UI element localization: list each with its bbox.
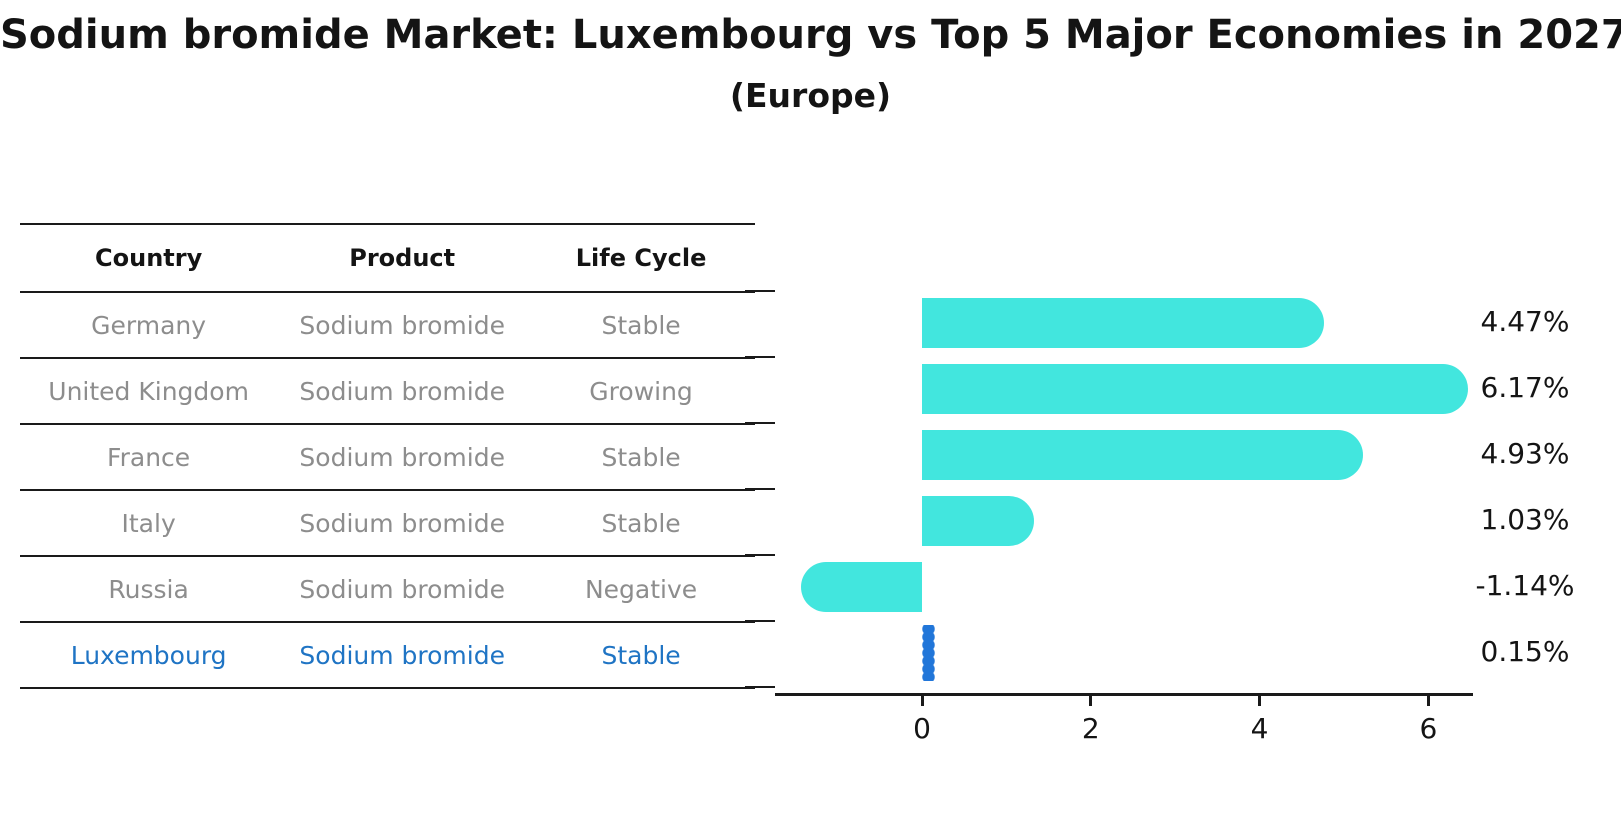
column-header-product: Product — [349, 244, 456, 272]
table-row: Russia Sodium bromide Negative — [20, 557, 755, 623]
cell-lifecycle: Stable — [601, 442, 681, 472]
bar-value-label: -1.14% — [1475, 569, 1575, 602]
table-row: Germany Sodium bromide Stable — [20, 293, 755, 359]
x-axis-tick-label: 0 — [913, 712, 931, 745]
cell-country: Italy — [121, 508, 176, 538]
x-axis-tick — [1426, 696, 1430, 706]
x-axis-tick-label: 2 — [1081, 712, 1100, 745]
cell-country: Germany — [91, 310, 207, 340]
table-row-highlighted: Luxembourg Sodium bromide Stable — [20, 623, 755, 689]
cell-lifecycle: Stable — [601, 310, 681, 340]
cell-country: France — [107, 442, 191, 472]
bar-russia — [800, 562, 922, 612]
bar-value-label: 0.15% — [1480, 635, 1570, 668]
cell-product: Sodium bromide — [299, 310, 505, 340]
y-axis-tick — [745, 488, 775, 490]
bar-germany — [922, 298, 1325, 348]
x-axis-tick-label: 4 — [1250, 712, 1269, 745]
cell-lifecycle: Stable — [601, 508, 681, 538]
table-row: France Sodium bromide Stable — [20, 425, 755, 491]
y-axis-tick — [745, 290, 775, 292]
bar-luxembourg-highlight — [921, 625, 936, 681]
cell-product: Sodium bromide — [299, 508, 505, 538]
cell-country: Russia — [108, 574, 189, 604]
bar-value-label: 4.47% — [1480, 305, 1570, 338]
cell-lifecycle: Growing — [589, 376, 693, 406]
x-axis-tick — [1089, 696, 1093, 706]
cell-country: United Kingdom — [48, 376, 249, 406]
x-axis-line — [775, 693, 1473, 696]
table-header-row: Country Product Life Cycle — [20, 225, 755, 293]
y-axis-tick — [745, 356, 775, 358]
table-row: Italy Sodium bromide Stable — [20, 491, 755, 557]
cell-product: Sodium bromide — [299, 376, 505, 406]
bar-italy — [922, 496, 1034, 546]
y-axis-tick — [745, 554, 775, 556]
x-axis-tick-label: 6 — [1419, 712, 1438, 745]
cell-product: Sodium bromide — [299, 442, 505, 472]
y-axis-tick — [745, 620, 775, 622]
cell-lifecycle: Stable — [601, 640, 681, 670]
chart-title: Sodium bromide Market: Luxembourg vs Top… — [0, 12, 1621, 58]
y-axis-tick — [745, 686, 775, 688]
bar-value-label: 6.17% — [1480, 371, 1570, 404]
bar-value-label: 1.03% — [1480, 503, 1570, 536]
y-axis-tick — [745, 422, 775, 424]
cell-country: Luxembourg — [70, 640, 227, 670]
x-axis-tick — [920, 696, 924, 706]
chart-subtitle: (Europe) — [729, 76, 892, 115]
column-header-lifecycle: Life Cycle — [575, 244, 707, 272]
bar-united-kingdom — [922, 364, 1468, 414]
x-axis-tick — [1258, 696, 1262, 706]
cell-product: Sodium bromide — [299, 574, 505, 604]
country-table: Country Product Life Cycle Germany Sodiu… — [20, 223, 755, 689]
cell-lifecycle: Negative — [584, 574, 698, 604]
column-header-country: Country — [95, 244, 203, 272]
bar-france — [922, 430, 1364, 480]
cell-product: Sodium bromide — [299, 640, 505, 670]
table-row: United Kingdom Sodium bromide Growing — [20, 359, 755, 425]
bar-value-label: 4.93% — [1480, 437, 1570, 470]
